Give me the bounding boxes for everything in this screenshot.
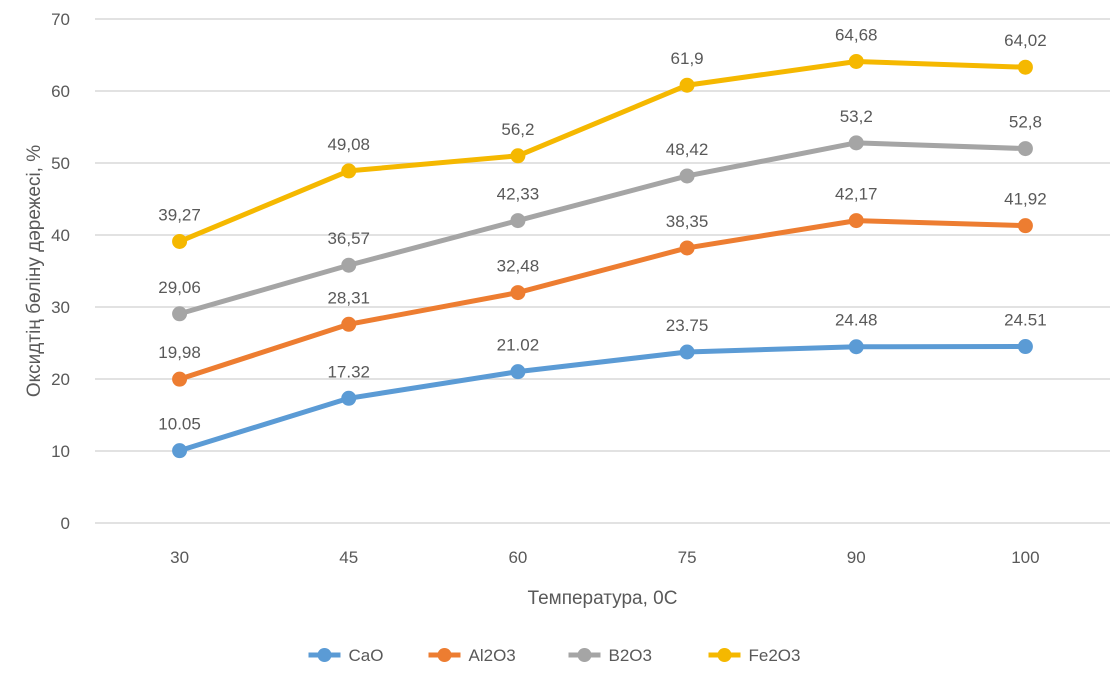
data-point <box>1017 218 1033 234</box>
data-label: 24.48 <box>835 311 878 330</box>
x-tick-label: 30 <box>170 548 189 567</box>
x-tick-label: 60 <box>508 548 527 567</box>
x-tick-label: 90 <box>847 548 866 567</box>
legend-item-b2o3: B2O3 <box>568 646 652 665</box>
data-point <box>341 257 357 273</box>
series-line <box>177 218 1028 382</box>
data-point <box>341 316 357 332</box>
legend-label: Fe2O3 <box>749 646 801 665</box>
x-tick-label: 75 <box>678 548 697 567</box>
data-point <box>1017 59 1033 75</box>
data-label: 41,92 <box>1004 190 1047 209</box>
data-label: 36,57 <box>327 229 370 248</box>
data-point <box>341 390 357 406</box>
y-axis-title: Оксидтің бөліну дәрежесі, % <box>24 145 45 397</box>
series-line <box>177 140 1028 317</box>
data-point <box>510 364 526 380</box>
y-tick-label: 20 <box>51 370 70 389</box>
data-label: 48,42 <box>666 140 709 159</box>
data-label: 61,9 <box>671 49 704 68</box>
x-axis-ticks: 30 45 60 75 90 100 <box>170 548 1039 567</box>
legend-label: Al2O3 <box>469 646 516 665</box>
data-point <box>1017 339 1033 355</box>
data-point <box>172 233 188 249</box>
series-b2o3 <box>172 135 1033 322</box>
y-tick-label: 60 <box>51 82 70 101</box>
legend-label: B2O3 <box>609 646 652 665</box>
y-tick-label: 10 <box>51 442 70 461</box>
data-label: 39,27 <box>158 205 201 224</box>
data-label: 42,17 <box>835 185 878 204</box>
data-label: 28,31 <box>327 288 370 307</box>
data-label: 64,68 <box>835 25 878 44</box>
data-point <box>510 213 526 229</box>
data-point <box>848 213 864 229</box>
data-point <box>848 53 864 69</box>
data-label: 38,35 <box>666 212 709 231</box>
x-axis-title: Температура, 0С <box>528 588 678 609</box>
data-label: 21.02 <box>497 336 540 355</box>
data-label: 42,33 <box>497 185 540 204</box>
series-al2o3 <box>172 213 1033 387</box>
data-point <box>679 240 695 256</box>
data-labels: 10.05 17.32 21.02 23.75 24.48 24.51 19,98 28,31… <box>158 25 1046 433</box>
data-point <box>679 77 695 93</box>
legend-item-al2o3: Al2O3 <box>428 646 516 665</box>
y-tick-label: 50 <box>51 154 70 173</box>
series-line <box>177 344 1028 454</box>
data-label: 52,8 <box>1009 113 1042 132</box>
legend-item-cao: CaO <box>308 646 384 665</box>
x-tick-label: 45 <box>339 548 358 567</box>
data-label: 49,08 <box>327 135 370 154</box>
data-label: 17.32 <box>327 362 370 381</box>
y-tick-label: 40 <box>51 226 70 245</box>
data-point <box>510 285 526 301</box>
data-point <box>341 163 357 179</box>
data-label: 53,2 <box>840 107 873 126</box>
y-tick-label: 30 <box>51 298 70 317</box>
data-point <box>172 306 188 322</box>
x-tick-label: 100 <box>1011 548 1039 567</box>
series-lines <box>172 53 1033 459</box>
data-label: 23.75 <box>666 316 709 335</box>
data-point <box>172 371 188 387</box>
y-tick-label: 0 <box>61 514 70 533</box>
data-point <box>679 168 695 184</box>
legend-swatch-marker <box>437 648 452 662</box>
gridlines <box>95 18 1110 524</box>
legend-label: CaO <box>349 646 384 665</box>
series-fe2o3 <box>172 53 1033 249</box>
data-label: 10.05 <box>158 415 201 434</box>
legend-swatch-marker <box>717 648 732 662</box>
legend-swatch-marker <box>317 648 332 662</box>
data-label: 56,2 <box>501 120 534 139</box>
series-line <box>177 58 1028 244</box>
data-point <box>510 148 526 164</box>
data-label: 32,48 <box>497 257 540 276</box>
data-point <box>848 339 864 355</box>
data-point <box>679 344 695 360</box>
legend: CaO Al2O3 B2O3 Fe2O3 <box>308 646 801 665</box>
data-label: 64,02 <box>1004 31 1047 50</box>
data-point <box>848 135 864 151</box>
data-label: 24.51 <box>1004 311 1047 330</box>
legend-item-fe2o3: Fe2O3 <box>708 646 801 665</box>
y-axis-ticks: 0 10 20 30 40 50 60 70 <box>51 10 70 533</box>
legend-swatch-marker <box>577 648 592 662</box>
data-label: 29,06 <box>158 278 201 297</box>
data-point <box>172 443 188 459</box>
data-label: 19,98 <box>158 343 201 362</box>
data-point <box>1017 141 1033 157</box>
y-tick-label: 70 <box>51 10 70 29</box>
series-cao <box>172 339 1033 459</box>
